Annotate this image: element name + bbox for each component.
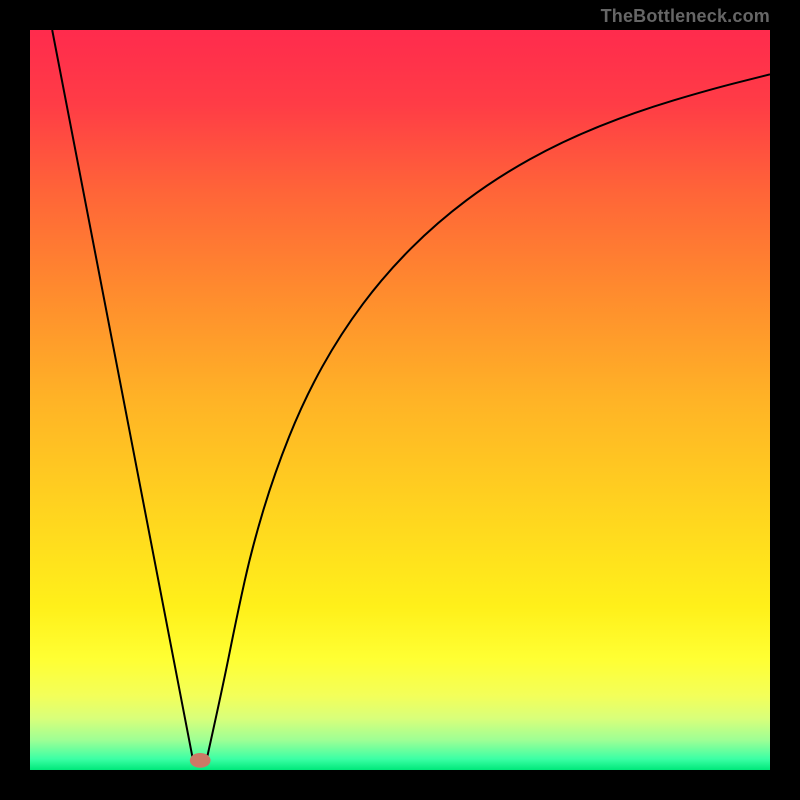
plot-area [30,30,770,770]
curve-layer [30,30,770,770]
watermark-label: TheBottleneck.com [601,6,770,27]
bottleneck-curve [52,30,770,759]
minimum-marker [190,753,211,768]
chart-root: TheBottleneck.com [0,0,800,800]
